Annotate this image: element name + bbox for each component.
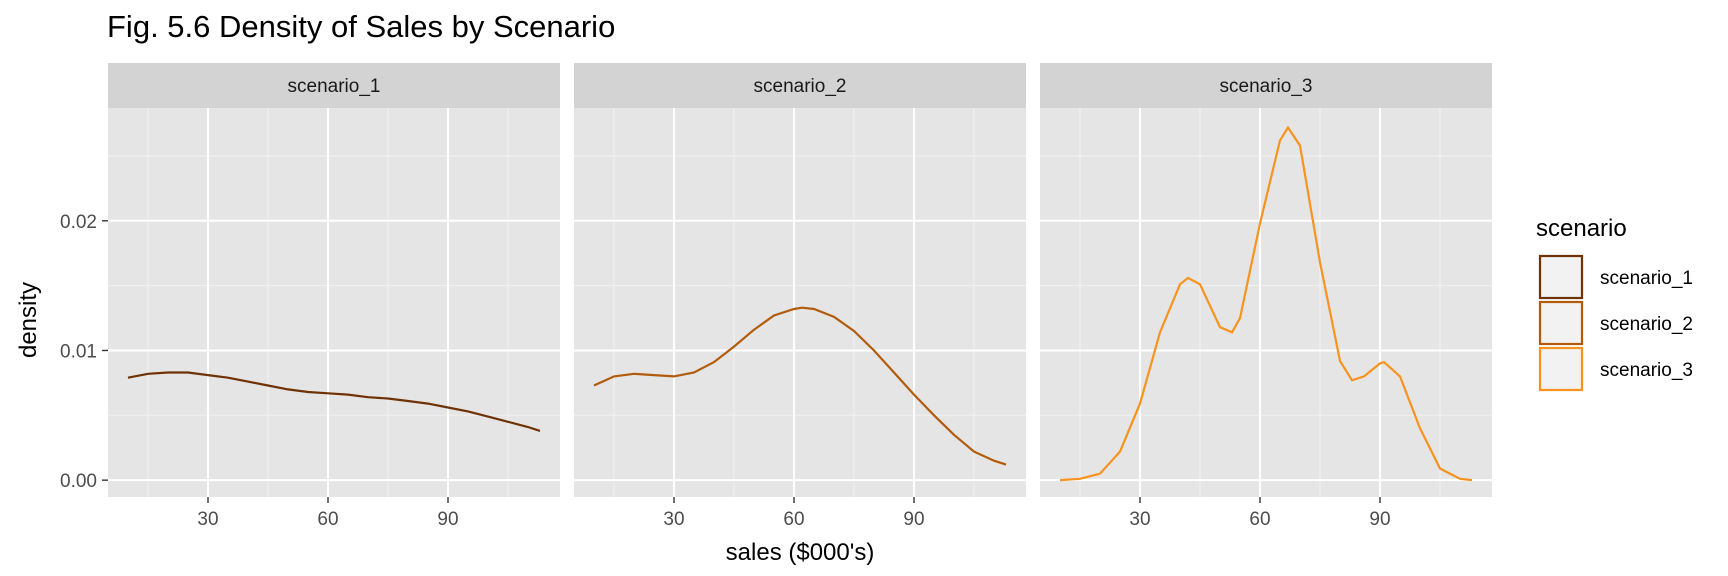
x-tick-label: 90 <box>1369 509 1390 530</box>
x-tick-label: 90 <box>437 509 458 530</box>
strip-label: scenario_1 <box>288 76 381 97</box>
x-tick-label: 30 <box>1129 509 1150 530</box>
strip-label: scenario_3 <box>1220 76 1313 97</box>
strip-label: scenario_2 <box>754 76 847 97</box>
panel-background <box>108 108 560 497</box>
chart-title: Fig. 5.6 Density of Sales by Scenario <box>107 9 615 44</box>
legend-key <box>1538 254 1584 300</box>
strip-background <box>1040 63 1492 108</box>
density-line-scenario_3 <box>1059 125 1473 482</box>
x-tick-label: 30 <box>197 509 218 530</box>
legend-item-scenario_1: scenario_1 <box>1538 254 1693 300</box>
strip-background <box>574 63 1026 108</box>
x-tick-label: 60 <box>317 509 338 530</box>
y-axis-title: density <box>15 282 42 358</box>
y-axis: 0.00 0.01 0.02 <box>60 212 108 492</box>
y-tick-label: 0.01 <box>60 341 97 362</box>
legend-item-scenario_3: scenario_3 <box>1538 346 1693 392</box>
legend-item-scenario_2: scenario_2 <box>1538 300 1693 346</box>
strip-background <box>108 63 560 108</box>
x-tick-label: 30 <box>663 509 684 530</box>
facet-scenario_1: scenario_1 30 60 90 <box>108 63 560 530</box>
legend-label: scenario_2 <box>1600 314 1693 335</box>
facet-scenario_3: scenario_3 30 60 90 <box>1040 63 1492 530</box>
legend-key <box>1538 346 1584 392</box>
y-tick-label: 0.02 <box>60 212 97 233</box>
facet-scenario_2: scenario_2 30 60 90 <box>574 63 1026 530</box>
density-line-scenario_2 <box>593 306 1007 466</box>
x-tick-label: 90 <box>903 509 924 530</box>
panel-background <box>1040 108 1492 497</box>
legend-title: scenario <box>1536 215 1627 242</box>
x-tick-label: 60 <box>1249 509 1270 530</box>
x-tick-label: 60 <box>783 509 804 530</box>
legend-key <box>1538 300 1584 346</box>
legend-label: scenario_3 <box>1600 360 1693 381</box>
legend: scenario scenario_1 scenario_2 scenario_3 <box>1536 215 1693 392</box>
y-tick-label: 0.00 <box>60 471 97 492</box>
x-axis-title: sales ($000's) <box>726 539 875 566</box>
density-line-scenario_1 <box>127 371 541 432</box>
legend-label: scenario_1 <box>1600 268 1693 289</box>
